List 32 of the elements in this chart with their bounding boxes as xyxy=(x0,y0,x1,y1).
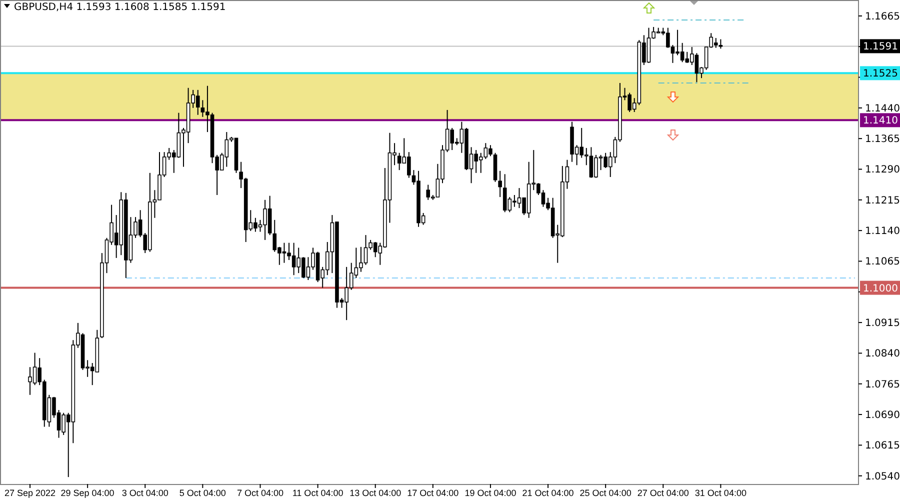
ref-line-label: 1.1410 xyxy=(863,116,898,127)
x-tick-label: 27 Oct 04:00 xyxy=(637,488,689,498)
y-tick-label: 1.0615 xyxy=(865,440,900,452)
x-tick-label: 27 Sep 2022 xyxy=(4,488,56,498)
x-tick-label: 19 Oct 04:00 xyxy=(464,488,516,498)
y-tick-label: 1.0840 xyxy=(865,348,900,360)
y-tick-label: 1.1440 xyxy=(865,103,900,114)
y-tick-label: 1.1290 xyxy=(865,164,900,176)
x-tick-label: 7 Oct 04:00 xyxy=(236,488,284,498)
y-tick-label: 1.0765 xyxy=(865,379,900,390)
ref-line-label: 1.1000 xyxy=(863,283,898,294)
x-tick-label: 29 Sep 04:00 xyxy=(60,488,114,498)
x-tick-label: 21 Oct 04:00 xyxy=(522,488,574,498)
y-tick-label: 1.0915 xyxy=(865,318,900,330)
chart-title: GBPUSD,H4 1.1593 1.1608 1.1585 1.1591 xyxy=(14,2,226,13)
y-tick-label: 1.0690 xyxy=(865,410,900,422)
y-tick-label: 1.1365 xyxy=(865,134,900,146)
y-tick-label: 1.1665 xyxy=(865,11,900,22)
ref-line-label: 1.1591 xyxy=(863,42,898,53)
x-tick-label: 11 Oct 04:00 xyxy=(292,488,344,498)
x-tick-label: 3 Oct 04:00 xyxy=(122,488,168,498)
y-tick-label: 1.1065 xyxy=(865,256,900,268)
x-tick-label: 5 Oct 04:00 xyxy=(179,488,226,498)
x-tick-label: 25 Oct 04:00 xyxy=(580,488,632,498)
x-tick-label: 31 Oct 04:00 xyxy=(694,488,746,498)
y-tick-label: 1.1140 xyxy=(865,226,900,238)
x-tick-label: 17 Oct 04:00 xyxy=(407,488,459,498)
y-tick-label: 1.0540 xyxy=(865,471,900,482)
x-tick-label: 13 Oct 04:00 xyxy=(350,488,402,498)
ref-line-label: 1.1525 xyxy=(863,68,898,80)
y-tick-label: 1.1215 xyxy=(865,195,900,206)
candlestick xyxy=(498,170,502,198)
